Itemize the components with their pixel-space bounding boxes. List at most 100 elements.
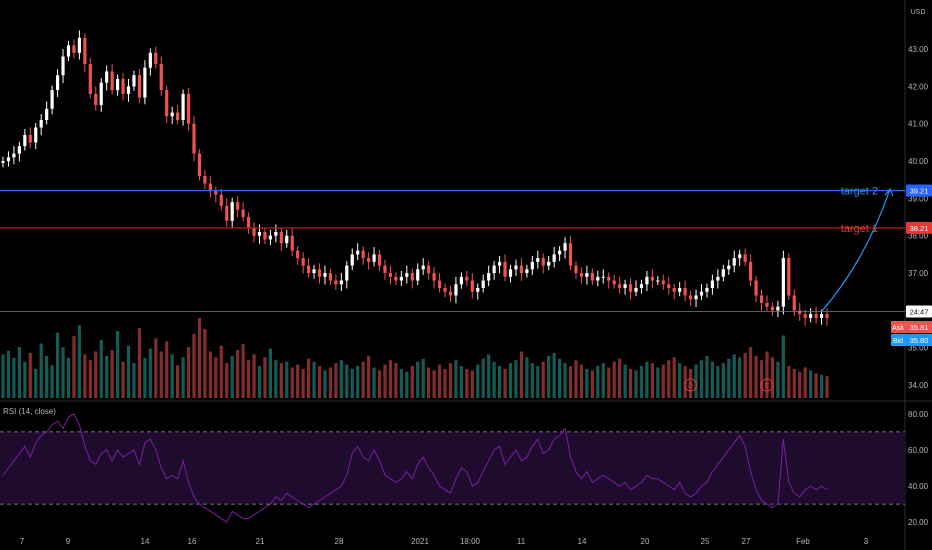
candle-body[interactable] bbox=[361, 250, 365, 259]
candle-body[interactable] bbox=[383, 265, 387, 274]
candle-body[interactable] bbox=[618, 284, 622, 288]
candle-body[interactable] bbox=[476, 288, 480, 292]
candle-body[interactable] bbox=[23, 134, 27, 147]
candle-body[interactable] bbox=[159, 64, 163, 91]
candle-body[interactable] bbox=[667, 284, 671, 288]
candle-body[interactable] bbox=[143, 67, 147, 98]
candle-body[interactable] bbox=[568, 243, 573, 266]
candle-body[interactable] bbox=[427, 265, 431, 274]
candle-body[interactable] bbox=[759, 295, 764, 303]
candle-body[interactable] bbox=[236, 202, 240, 210]
candle-body[interactable] bbox=[497, 261, 502, 266]
candle-body[interactable] bbox=[372, 254, 376, 262]
rsi-pane[interactable]: RSI (14, close) 20.00 40.00 60.00 80.00 bbox=[0, 407, 929, 527]
candle-body[interactable] bbox=[585, 273, 589, 277]
candle-body[interactable] bbox=[601, 276, 605, 278]
candle-body[interactable] bbox=[328, 273, 333, 281]
candle-body[interactable] bbox=[481, 280, 485, 288]
candle-body[interactable] bbox=[225, 205, 229, 221]
candle-body[interactable] bbox=[39, 120, 43, 128]
candle-body[interactable] bbox=[487, 273, 491, 281]
candle-body[interactable] bbox=[377, 254, 382, 266]
candle-body[interactable] bbox=[754, 280, 758, 296]
candle-body[interactable] bbox=[241, 209, 245, 218]
candle-body[interactable] bbox=[34, 127, 38, 143]
candle-body[interactable] bbox=[137, 75, 142, 98]
candle-body[interactable] bbox=[170, 112, 174, 117]
candle-body[interactable] bbox=[290, 235, 294, 251]
candle-body[interactable] bbox=[732, 258, 736, 266]
candle-body[interactable] bbox=[454, 284, 458, 296]
candle-body[interactable] bbox=[798, 310, 802, 315]
candle-body[interactable] bbox=[661, 280, 665, 285]
candle-body[interactable] bbox=[749, 261, 753, 281]
candle-body[interactable] bbox=[503, 261, 507, 277]
candle-body[interactable] bbox=[530, 261, 534, 270]
candle-body[interactable] bbox=[274, 232, 278, 236]
candle-body[interactable] bbox=[154, 52, 158, 64]
time-axis[interactable]: 7 9 14 16 21 28 2021 18:00 11 14 20 25 27 Feb 3 bbox=[20, 537, 869, 546]
candle-body[interactable] bbox=[257, 232, 262, 236]
candle-body[interactable] bbox=[121, 78, 125, 94]
candle-body[interactable] bbox=[197, 153, 202, 176]
candle-body[interactable] bbox=[72, 45, 76, 53]
candle-body[interactable] bbox=[126, 86, 131, 94]
candle-body[interactable] bbox=[394, 276, 398, 281]
candle-body[interactable] bbox=[443, 288, 447, 292]
candle-body[interactable] bbox=[743, 254, 747, 262]
candle-body[interactable] bbox=[203, 176, 207, 184]
candle-body[interactable] bbox=[345, 265, 349, 281]
candle-body[interactable] bbox=[12, 153, 16, 158]
candle-body[interactable] bbox=[410, 273, 414, 281]
candle-body[interactable] bbox=[279, 232, 283, 244]
candle-body[interactable] bbox=[781, 258, 785, 307]
candle-body[interactable] bbox=[563, 243, 567, 251]
rsi-line[interactable] bbox=[2, 413, 828, 523]
candle-body[interactable] bbox=[317, 269, 322, 277]
candle-body[interactable] bbox=[110, 71, 114, 91]
candle-body[interactable] bbox=[339, 280, 343, 285]
candle-body[interactable] bbox=[639, 284, 644, 288]
candle-body[interactable] bbox=[705, 288, 709, 292]
candle-body[interactable] bbox=[356, 250, 360, 255]
candle-body[interactable] bbox=[45, 108, 49, 120]
candle-body[interactable] bbox=[678, 288, 682, 292]
candle-body[interactable] bbox=[508, 269, 513, 277]
candle-body[interactable] bbox=[181, 93, 185, 120]
candle-body[interactable] bbox=[547, 261, 551, 266]
candle-body[interactable] bbox=[792, 295, 796, 311]
candle-body[interactable] bbox=[214, 190, 218, 195]
candle-body[interactable] bbox=[814, 314, 818, 318]
candle-body[interactable] bbox=[688, 295, 693, 300]
candle-body[interactable] bbox=[66, 45, 71, 57]
candle-body[interactable] bbox=[612, 280, 616, 285]
candle-body[interactable] bbox=[672, 288, 676, 292]
candle-body[interactable] bbox=[421, 265, 425, 270]
candle-body[interactable] bbox=[312, 269, 316, 274]
candle-body[interactable] bbox=[105, 71, 109, 83]
candle-body[interactable] bbox=[552, 254, 556, 262]
candle-body[interactable] bbox=[650, 276, 654, 281]
candle-body[interactable] bbox=[809, 314, 813, 318]
candle-body[interactable] bbox=[115, 78, 120, 91]
candle-body[interactable] bbox=[219, 194, 223, 206]
candle-body[interactable] bbox=[50, 90, 54, 109]
candle-body[interactable] bbox=[334, 280, 338, 285]
candle-body[interactable] bbox=[623, 284, 627, 288]
event-badge[interactable] bbox=[760, 378, 774, 392]
candle-body[interactable] bbox=[132, 75, 136, 87]
candle-body[interactable] bbox=[208, 183, 212, 191]
candle-body[interactable] bbox=[148, 52, 152, 68]
candle-body[interactable] bbox=[77, 37, 81, 53]
candle-body[interactable] bbox=[590, 273, 594, 281]
candle-body[interactable] bbox=[192, 123, 196, 154]
candle-body[interactable] bbox=[787, 258, 791, 296]
candle-body[interactable] bbox=[819, 314, 824, 318]
candle-body[interactable] bbox=[656, 280, 660, 282]
candle-body[interactable] bbox=[519, 265, 524, 274]
candle-body[interactable] bbox=[645, 276, 649, 285]
candle-body[interactable] bbox=[536, 258, 540, 262]
candle-body[interactable] bbox=[514, 265, 518, 270]
candle-body[interactable] bbox=[61, 56, 65, 76]
